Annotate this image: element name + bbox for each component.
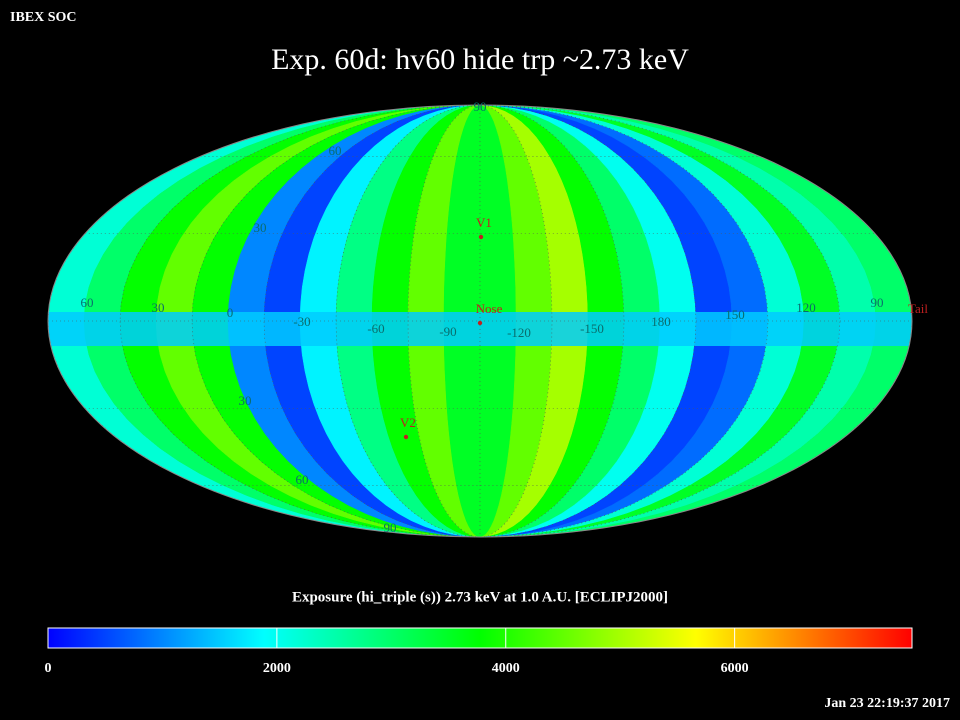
colorbar-tick-label: 4000 [492, 661, 520, 676]
latitude-label: 60 [329, 143, 342, 158]
latitude-label: 30 [239, 393, 252, 408]
longitude-label: 0 [227, 305, 234, 320]
map-labels: 60 30 0 -30 -60 -90 -120 -150 180 150 120 90 90 60 30 3… [81, 99, 929, 535]
longitude-label: 120 [796, 300, 816, 315]
latitude-label: 90 [474, 99, 487, 114]
colorbar-tick-label: 6000 [721, 661, 749, 676]
latitude-label: 90 [384, 520, 397, 535]
latitude-label: 30 [254, 220, 267, 235]
org-label: IBEX SOC [10, 10, 77, 25]
colorbar [47, 627, 913, 649]
marker-dot [477, 320, 483, 326]
colorbar-tick-label: 2000 [263, 661, 291, 676]
longitude-label: 150 [725, 307, 745, 322]
marker-label: V2 [400, 415, 416, 430]
longitude-label: -90 [439, 324, 456, 339]
colorbar-label: Exposure (hi_triple (s)) 2.73 keV at 1.0… [292, 589, 668, 605]
longitude-label: -120 [507, 325, 531, 340]
title: Exp. 60d: hv60 hide trp ~2.73 keV [271, 43, 689, 76]
marker-label: Tail [908, 301, 928, 316]
longitude-label: -60 [367, 321, 384, 336]
longitude-label: 180 [651, 314, 671, 329]
map-outline [47, 104, 913, 538]
longitude-label: 90 [871, 295, 884, 310]
marker-dot [403, 434, 409, 440]
marker-dot [478, 234, 484, 240]
colorbar-ticks: 0 2000 4000 6000 [45, 628, 749, 676]
marker-label: V1 [476, 215, 492, 230]
longitude-label: -30 [293, 314, 310, 329]
timestamp: Jan 23 22:19:37 2017 [824, 696, 950, 711]
longitude-label: 60 [81, 295, 94, 310]
marker-label: Nose [476, 301, 503, 316]
colorbar-tick-label: 0 [45, 661, 52, 676]
longitude-label: 30 [152, 300, 165, 315]
latitude-label: 60 [296, 472, 309, 487]
longitude-label: -150 [580, 321, 604, 336]
